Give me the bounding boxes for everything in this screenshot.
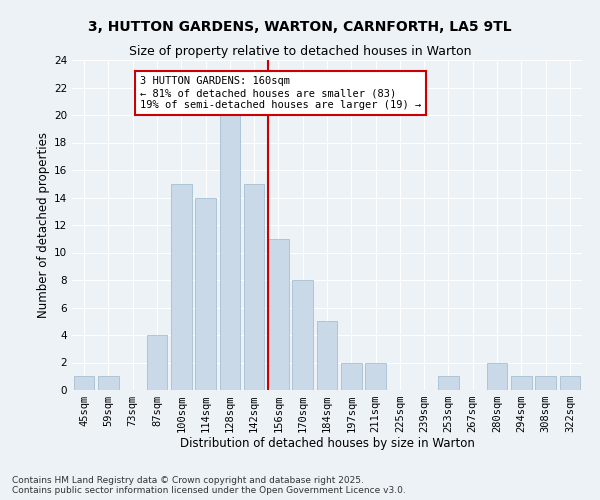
Bar <box>74 376 94 390</box>
Text: Size of property relative to detached houses in Warton: Size of property relative to detached ho… <box>129 45 471 58</box>
Bar <box>244 184 265 390</box>
Text: Contains HM Land Registry data © Crown copyright and database right 2025.
Contai: Contains HM Land Registry data © Crown c… <box>12 476 406 495</box>
Bar <box>171 184 191 390</box>
X-axis label: Distribution of detached houses by size in Warton: Distribution of detached houses by size … <box>179 436 475 450</box>
Bar <box>220 115 240 390</box>
Bar <box>98 376 119 390</box>
Bar <box>560 376 580 390</box>
Bar <box>487 362 508 390</box>
Bar <box>365 362 386 390</box>
Bar <box>511 376 532 390</box>
Text: 3, HUTTON GARDENS, WARTON, CARNFORTH, LA5 9TL: 3, HUTTON GARDENS, WARTON, CARNFORTH, LA… <box>88 20 512 34</box>
Bar <box>195 198 216 390</box>
Bar <box>535 376 556 390</box>
Bar <box>341 362 362 390</box>
Bar <box>317 322 337 390</box>
Bar <box>268 239 289 390</box>
Bar <box>292 280 313 390</box>
Y-axis label: Number of detached properties: Number of detached properties <box>37 132 50 318</box>
Text: 3 HUTTON GARDENS: 160sqm
← 81% of detached houses are smaller (83)
19% of semi-d: 3 HUTTON GARDENS: 160sqm ← 81% of detach… <box>140 76 421 110</box>
Bar <box>146 335 167 390</box>
Bar <box>438 376 459 390</box>
